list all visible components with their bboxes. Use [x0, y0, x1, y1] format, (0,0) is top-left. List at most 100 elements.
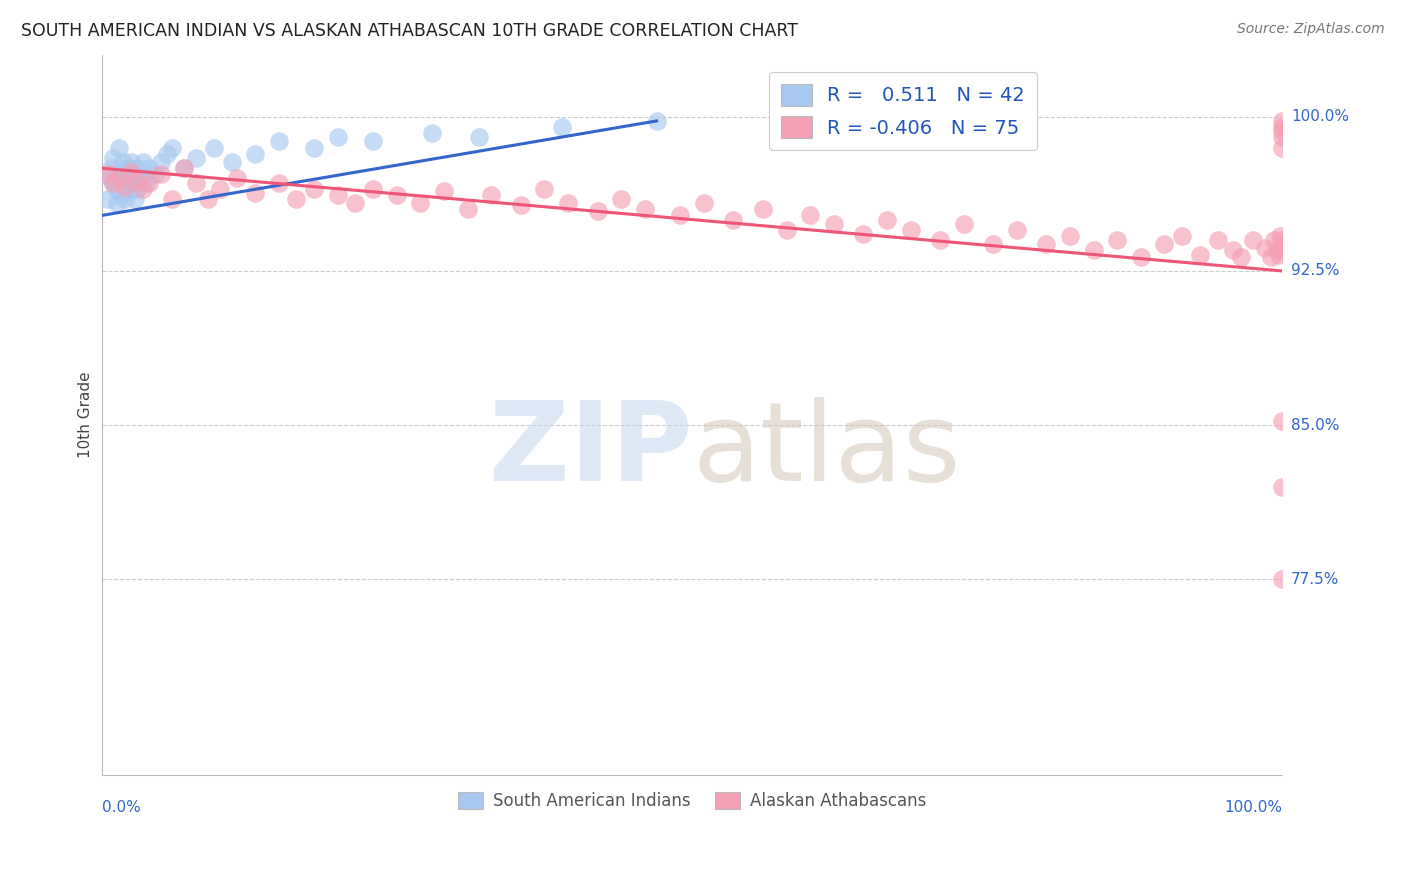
Point [173, 161, 195, 176]
Point [1153, 237, 1175, 252]
Point [1271, 114, 1294, 128]
Point [1260, 250, 1282, 264]
Point [184, 151, 207, 165]
Point [105, 196, 128, 211]
Point [1270, 244, 1292, 258]
Point [104, 182, 127, 196]
Point [823, 217, 845, 231]
Point [111, 155, 134, 169]
Point [634, 202, 657, 217]
Point [981, 237, 1004, 252]
Point [468, 130, 491, 145]
Point [302, 141, 325, 155]
Point [162, 141, 184, 155]
Point [509, 198, 531, 212]
Point [100, 161, 122, 176]
Point [1129, 250, 1152, 264]
Point [1206, 233, 1229, 247]
Point [114, 179, 136, 194]
Point [1035, 237, 1057, 252]
Point [1083, 244, 1105, 258]
Point [723, 212, 745, 227]
Point [302, 182, 325, 196]
Text: 100.0%: 100.0% [1225, 799, 1282, 814]
Point [669, 209, 692, 223]
Point [1271, 233, 1294, 247]
Point [1005, 223, 1028, 237]
Text: 100.0%: 100.0% [1291, 110, 1348, 124]
Point [1265, 244, 1288, 258]
Point [344, 196, 367, 211]
Point [267, 176, 290, 190]
Point [173, 161, 195, 176]
Point [96, 192, 118, 206]
Point [1188, 247, 1211, 261]
Point [111, 186, 134, 200]
Point [162, 192, 184, 206]
Point [103, 151, 125, 165]
Point [586, 204, 609, 219]
Point [420, 126, 443, 140]
Text: 77.5%: 77.5% [1291, 572, 1339, 587]
Point [479, 188, 502, 202]
Point [1271, 414, 1294, 428]
Point [1271, 130, 1294, 145]
Point [952, 217, 974, 231]
Point [124, 192, 146, 206]
Point [114, 171, 136, 186]
Point [385, 188, 408, 202]
Point [155, 146, 177, 161]
Point [125, 161, 148, 176]
Point [138, 161, 160, 176]
Text: ZIP: ZIP [489, 397, 692, 504]
Point [120, 182, 142, 196]
Point [128, 171, 150, 186]
Point [285, 192, 308, 206]
Text: 92.5%: 92.5% [1291, 263, 1340, 278]
Point [125, 182, 148, 196]
Y-axis label: 10th Grade: 10th Grade [79, 372, 93, 458]
Point [876, 212, 898, 227]
Point [610, 192, 633, 206]
Point [1230, 250, 1253, 264]
Point [108, 171, 131, 186]
Point [221, 155, 243, 169]
Point [1254, 241, 1277, 255]
Point [243, 146, 266, 161]
Point [775, 223, 797, 237]
Point [1271, 480, 1294, 494]
Point [457, 202, 479, 217]
Point [1171, 229, 1194, 244]
Point [143, 167, 166, 181]
Point [557, 196, 579, 211]
Point [929, 233, 952, 247]
Point [1241, 233, 1264, 247]
Point [1222, 244, 1244, 258]
Text: atlas: atlas [692, 397, 960, 504]
Point [752, 202, 775, 217]
Point [533, 182, 555, 196]
Point [1268, 247, 1291, 261]
Point [1268, 229, 1291, 244]
Point [125, 173, 148, 187]
Point [1271, 124, 1294, 138]
Point [108, 167, 131, 181]
Point [326, 188, 349, 202]
Point [267, 135, 290, 149]
Point [184, 176, 207, 190]
Point [149, 167, 172, 181]
Text: 0.0%: 0.0% [101, 799, 141, 814]
Legend: South American Indians, Alaskan Athabascans: South American Indians, Alaskan Athabasc… [451, 785, 934, 816]
Point [243, 186, 266, 200]
Point [900, 223, 922, 237]
Point [433, 184, 456, 198]
Point [852, 227, 875, 241]
Point [409, 196, 432, 211]
Point [96, 167, 118, 181]
Point [1271, 120, 1294, 134]
Point [1271, 141, 1294, 155]
Point [114, 192, 136, 206]
Point [117, 161, 139, 176]
Point [208, 182, 231, 196]
Point [197, 192, 219, 206]
